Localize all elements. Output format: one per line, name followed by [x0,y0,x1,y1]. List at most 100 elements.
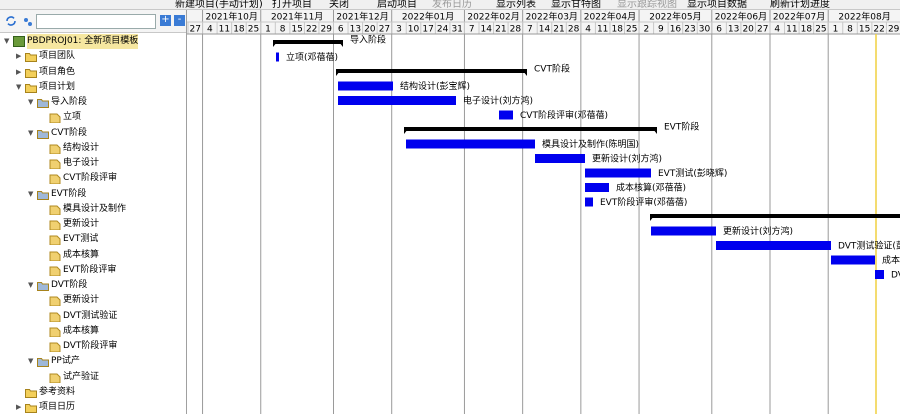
tree-node[interactable]: ▼ EVT阶段 [0,187,186,202]
tree-node[interactable]: ▶ 项目角色 [0,65,186,80]
summary-bar [273,40,343,44]
task-bar [338,96,456,105]
day-label: 3 [396,25,402,35]
node-icon [25,404,37,413]
toolbar-button[interactable]: 刷新计划进度 [770,0,830,10]
node-icon [49,296,61,307]
tree-node[interactable]: 电子设计 [0,156,186,171]
tree-node[interactable]: ▼ CVT阶段 [0,126,186,141]
node-label: 立项 [63,112,82,123]
month-label: 2022年03月 [526,11,578,23]
expand-toggle: ▼ [28,189,34,198]
node-icon [37,190,49,200]
icon-shape [49,312,61,322]
summary-end [650,216,654,221]
search-input[interactable] [36,14,156,29]
task-label: 更新设计(刘方鸿) [723,225,793,237]
tree-node[interactable]: ▶ 项目团队 [0,49,186,64]
icon-shape [25,53,37,63]
tree-node[interactable]: ▼ PP试产 [0,354,186,369]
icon-shape [25,404,37,413]
toolbar-button[interactable]: 显示项目数据 [687,0,747,10]
task-bar [651,226,716,236]
day-label: 29 [320,25,332,35]
tree-node[interactable]: 试产验证 [0,370,186,385]
toolbar-button[interactable]: 关闭 [329,0,349,10]
day-label: 6 [716,25,722,35]
toolbar-button[interactable]: 启动项目 [377,0,417,10]
day-label: 4 [585,25,591,35]
day-label: 9 [658,25,664,35]
expand-toggle: ▶ [16,403,22,411]
day-label: 13 [350,25,361,35]
tree-node[interactable]: 参考资料 [0,385,186,400]
task-label: EVT测试(彭晓辉) [658,167,727,179]
filter-button[interactable] [20,14,34,28]
icon-shape [49,174,61,185]
day-label: 20 [742,25,754,35]
day-label: 4 [207,25,213,35]
task-label: CVT阶段 [534,63,570,75]
tree-node[interactable]: ▼ PBDPROJ01: 全新项目模板 [0,34,186,49]
toolbar-button[interactable]: 显示跟踪视图 [617,0,677,10]
tree-node[interactable]: 成本核算 [0,248,186,263]
summary-bar [404,127,657,131]
tree-node[interactable]: ▼ DVT阶段 [0,278,186,293]
tree-node[interactable]: EVT测试 [0,232,186,247]
node-label: 项目角色 [39,66,76,77]
refresh-button[interactable] [4,14,18,28]
day-label: 28 [568,25,580,35]
project-tree-panel: + - ▼ PBDPROJ01: 全新项目模板 ▶ 项目团队 ▶ 项目角色 ▼ 项目计划 ▼ 导入… [0,10,187,414]
tree-node[interactable]: 更新设计 [0,217,186,232]
node-icon [37,358,49,368]
tree-node[interactable]: ▼ 项目计划 [0,80,186,95]
month-label: 2022年07月 [773,11,825,23]
toolbar-button[interactable]: 新建项目(手动计划) [175,0,263,10]
tree-node[interactable]: 结构设计 [0,141,186,156]
icon-shape [49,296,61,307]
day-label: 22 [306,25,317,35]
month-label: 2022年02月 [467,11,519,23]
collapse-all-button[interactable]: - [174,15,185,26]
tree-node[interactable]: 成本核算 [0,324,186,339]
node-icon [49,159,61,169]
tree-node[interactable]: 立项 [0,110,186,125]
expand-all-button[interactable]: + [160,14,171,26]
expand-toggle: ▼ [28,98,34,106]
toolbar-button[interactable]: 打开项目 [272,0,312,10]
tree-node[interactable]: DVT测试验证 [0,309,186,324]
tree-node[interactable]: CVT阶段评审 [0,171,186,186]
day-label: 17 [422,25,433,35]
node-icon [49,342,61,352]
tree-node[interactable]: DVT阶段评审 [0,339,186,354]
day-label: 14 [539,25,551,35]
node-icon [49,235,61,246]
month-label: 2022年06月 [715,11,767,23]
day-label: 25 [626,25,637,35]
node-icon [49,220,61,230]
toolbar-button[interactable]: 显示列表 [496,0,536,10]
toolbar-button[interactable]: 显示甘特图 [551,0,601,10]
node-label: 成本核算 [63,325,100,336]
tree-node[interactable]: EVT阶段评审 [0,263,186,278]
month-label: 2021年10月 [205,11,257,23]
tree-node[interactable]: 更新设计 [0,293,186,308]
tree-node[interactable]: 模具设计及制作 [0,202,186,217]
month-label: 2022年01月 [402,11,454,23]
icon-shape [37,129,49,139]
task-label: 电子设计(刘方鸿) [463,95,533,107]
tree-toolbar: + - [0,10,186,33]
icon-shape [37,190,49,200]
node-icon [13,36,25,47]
node-icon [25,53,37,63]
task-label: CVT阶段评审(邓蓓蓓) [520,109,608,121]
tree-node[interactable]: ▶ 项目日历 [0,400,186,414]
task-bar [535,154,585,163]
icon-shape [49,144,61,154]
task-label: EVT阶段评审(邓蓓蓓) [600,196,687,208]
toolbar-button[interactable]: 发布日历 [432,0,472,10]
task-bar [875,270,884,279]
tree-node[interactable]: ▼ 导入阶段 [0,95,186,110]
day-label: 22 [873,25,884,35]
